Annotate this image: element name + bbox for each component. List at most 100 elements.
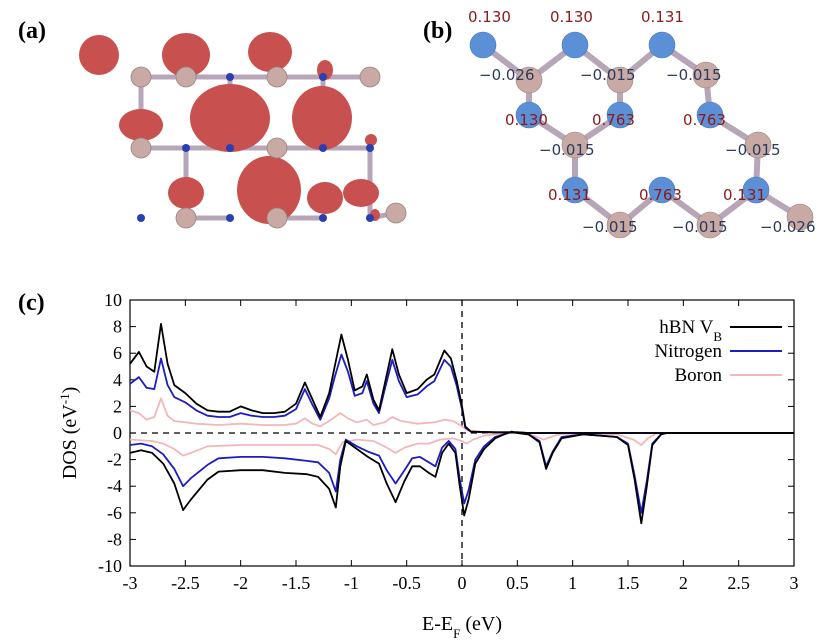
spin-density-lobe [307, 182, 343, 214]
dos-series-hbn-v-b-down [129, 430, 794, 525]
y-tick-label: -4 [107, 476, 122, 496]
nitrogen-atom [648, 31, 676, 59]
x-tick-label: -2.5 [171, 573, 200, 593]
nitrogen-atom [319, 214, 327, 222]
atomic-charge-label: −0.015 [539, 141, 595, 159]
legend-label: hBN VB [659, 317, 722, 344]
atomic-charge-label: 0.131 [548, 186, 591, 204]
nitrogen-atom [561, 31, 589, 59]
x-axis-label: E-EF (eV) [422, 613, 502, 641]
boron-atom [786, 203, 814, 231]
legend-label: Boron [675, 365, 723, 386]
y-tick-label: -2 [107, 450, 122, 470]
y-tick-label: 0 [113, 423, 122, 443]
x-label-subscript: F [453, 626, 460, 641]
y-label-text: DOS (eV [59, 404, 81, 480]
y-tick-label: -6 [107, 503, 122, 523]
x-tick-label: -2 [233, 573, 248, 593]
nitrogen-atom [366, 214, 374, 222]
x-tick-label: 0.5 [506, 573, 529, 593]
nitrogen-atom [469, 31, 497, 59]
boron-atom [266, 66, 288, 88]
boron-atom [266, 207, 288, 229]
dos-chart: -3 -2.5 -2 -1.5 -1 -0.5 0 0.5 1 1.5 2 2.5 3 10 8 6 4 2 0 -2… [57, 290, 799, 641]
legend-label: Nitrogen [654, 341, 722, 362]
spin-density-structure [79, 32, 407, 229]
atomic-charge-label: 0.130 [468, 8, 511, 26]
nitrogen-atom [226, 144, 234, 152]
x-tick-label: -3 [123, 573, 138, 593]
nitrogen-atom [226, 73, 234, 81]
panel-label-a: (a) [18, 18, 46, 44]
nitrogen-atom [366, 144, 374, 152]
y-tick-label: 8 [113, 317, 122, 337]
atomic-charge-label: 0.130 [550, 8, 593, 26]
nitrogen-atom [226, 214, 234, 222]
charge-structure: 0.130 0.130 0.131 −0.026 −0.015 −0.015 0.130 0.… [468, 8, 816, 239]
atomic-charge-label: 0.131 [641, 8, 684, 26]
nitrogen-atom [137, 214, 145, 222]
atomic-charge-label: −0.015 [666, 66, 722, 84]
spin-density-lobe [365, 134, 377, 146]
atomic-charge-label: 0.763 [683, 111, 726, 129]
boron-atom [266, 137, 288, 159]
x-tick-label: 3 [790, 573, 799, 593]
y-tick-label: 2 [113, 396, 122, 416]
x-tick-label: 0 [458, 573, 467, 593]
boron-atom [744, 131, 772, 159]
nitrogen-atom [561, 176, 589, 204]
x-tick-label: 1.5 [617, 573, 640, 593]
spin-density-lobe [190, 84, 270, 152]
nitrogen-atom [319, 144, 327, 152]
x-tick-label: -1 [344, 573, 359, 593]
spin-density-lobe [79, 35, 119, 75]
y-tick-label: -10 [98, 556, 122, 576]
spin-density-lobe [248, 32, 292, 72]
spin-density-lobe [119, 109, 163, 141]
spin-density-lobe [292, 86, 352, 150]
nitrogen-atom [515, 101, 543, 129]
boron-atom [696, 211, 724, 239]
nitrogen-atom [742, 176, 770, 204]
dos-series-hbn-v-b-up [129, 322, 794, 434]
atomic-charge-label: −0.015 [580, 66, 636, 84]
x-label-unit: (eV) [460, 613, 502, 635]
x-tick-label: 2.5 [727, 573, 750, 593]
boron-atom [175, 207, 197, 229]
dos-series-nitrogen-up [129, 353, 794, 434]
atomic-charge-label: −0.026 [479, 66, 535, 84]
nitrogen-atom [648, 176, 676, 204]
dos-series-boron-up [129, 397, 794, 434]
boron-atom [606, 211, 634, 239]
y-tick-label: 10 [104, 290, 122, 310]
dos-curves [129, 300, 794, 566]
y-axis-label: DOS (eV-1) [57, 387, 82, 480]
atomic-charge-label: −0.015 [672, 218, 728, 236]
boron-atom [175, 66, 197, 88]
atomic-charge-label: −0.015 [725, 141, 781, 159]
atomic-charge-label: 0.763 [639, 186, 682, 204]
atomic-charge-label: 0.131 [723, 186, 766, 204]
boron-atom [692, 61, 720, 89]
nitrogen-atom [319, 73, 327, 81]
panel-label-c: (c) [18, 290, 45, 316]
x-tick-label: -1.5 [282, 573, 311, 593]
atomic-charge-label: 0.763 [592, 111, 635, 129]
boron-atom [606, 66, 634, 94]
boron-atom [515, 66, 543, 94]
boron-atom [359, 66, 381, 88]
panel-label-b: (b) [423, 18, 452, 44]
atomic-charge-label: −0.015 [582, 218, 638, 236]
nitrogen-atom [182, 144, 190, 152]
atomic-charge-label: −0.026 [760, 218, 816, 236]
spin-density-lobe [162, 33, 210, 77]
spin-density-lobe [168, 177, 204, 209]
axis-ticks: -3 -2.5 -2 -1.5 -1 -0.5 0 0.5 1 1.5 2 2.5 3 10 8 6 4 2 0 -2… [98, 290, 799, 593]
boron-atom [385, 202, 407, 224]
spin-density-lobe [343, 179, 379, 207]
y-tick-label: 4 [113, 370, 122, 390]
y-tick-label: -8 [107, 529, 122, 549]
nitrogen-atom [696, 101, 724, 129]
